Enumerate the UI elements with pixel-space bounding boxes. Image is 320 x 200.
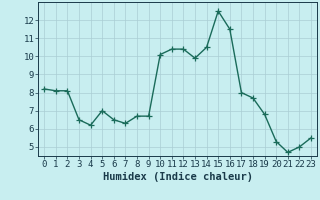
X-axis label: Humidex (Indice chaleur): Humidex (Indice chaleur) — [103, 172, 252, 182]
